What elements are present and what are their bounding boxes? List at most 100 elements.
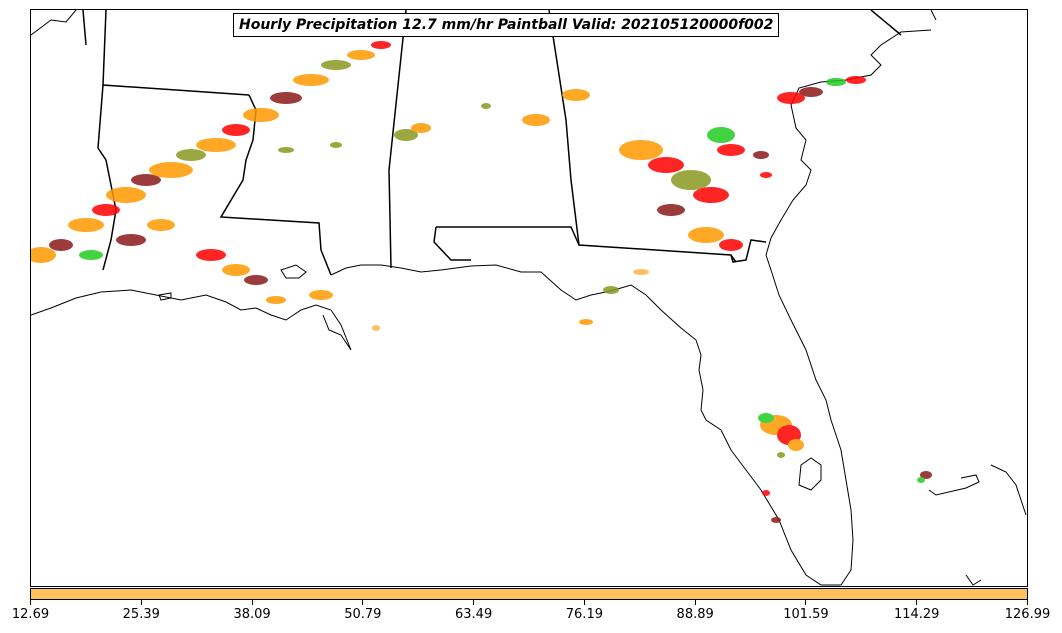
colorbar	[30, 588, 1028, 600]
precip-blob	[688, 227, 724, 243]
precip-blob	[131, 174, 161, 186]
colorbar-tick-label: 126.99	[1004, 607, 1051, 622]
lake-okeechobee	[798, 457, 822, 491]
colorbar-tick-mark	[583, 600, 585, 605]
precipitation-blobs	[31, 41, 932, 523]
precip-blob	[760, 172, 772, 178]
colorbar-tick-label: 50.79	[344, 607, 382, 622]
coast-line	[330, 29, 932, 586]
precip-blob	[196, 249, 226, 261]
coastlines	[31, 10, 1027, 586]
precip-blob	[243, 108, 279, 122]
precip-blob	[330, 142, 342, 148]
colorbar-tick-label: 25.39	[122, 607, 160, 622]
coast-line	[31, 289, 352, 351]
precip-blob	[917, 477, 925, 483]
border-line	[436, 226, 580, 246]
precip-blob	[293, 74, 329, 86]
precip-blob	[648, 157, 684, 173]
colorbar-tick-mark	[251, 600, 253, 605]
precip-blob	[777, 92, 805, 104]
precip-blob	[347, 50, 375, 60]
precip-blob	[147, 219, 175, 231]
precip-blob	[920, 471, 932, 479]
precip-blob	[719, 239, 743, 251]
precip-blob	[603, 286, 619, 294]
precip-blob	[481, 103, 491, 109]
precip-blob	[788, 439, 804, 451]
border-line	[388, 10, 407, 269]
precip-blob	[753, 151, 769, 159]
precip-blob	[846, 76, 866, 84]
precip-blob	[49, 239, 73, 251]
colorbar-tick-label: 88.89	[676, 607, 714, 622]
precip-blob	[671, 170, 711, 190]
precip-blob	[68, 218, 104, 232]
precipitation-map	[31, 10, 1027, 586]
precip-blob	[270, 92, 302, 104]
precip-blob	[196, 138, 236, 152]
precip-blob	[309, 290, 333, 300]
precip-blob	[717, 144, 745, 156]
coast-line	[280, 264, 307, 279]
coast-line	[930, 10, 937, 21]
border-line	[870, 10, 902, 36]
precip-blob	[633, 269, 649, 275]
precip-blob	[371, 41, 391, 49]
precip-blob	[411, 123, 431, 133]
coast-line	[965, 574, 982, 586]
colorbar-tick-label: 114.29	[893, 607, 940, 622]
precip-blob	[707, 127, 735, 143]
coast-line	[928, 474, 980, 496]
border-line	[219, 94, 332, 276]
precip-blob	[92, 204, 120, 216]
colorbar-tick-mark	[30, 600, 31, 605]
precip-blob	[657, 204, 685, 216]
coast-line	[158, 292, 172, 301]
colorbar-tick-label: 63.49	[455, 607, 493, 622]
precip-blob	[799, 87, 823, 97]
precip-blob	[758, 413, 774, 423]
border-line	[82, 10, 87, 46]
precip-blob	[106, 187, 146, 203]
precip-blob	[619, 140, 663, 160]
precip-blob	[771, 517, 781, 523]
precip-blob	[372, 325, 380, 331]
border-line	[97, 84, 117, 271]
precip-blob	[394, 129, 418, 141]
colorbar-tick-mark	[916, 600, 918, 605]
colorbar-tick-mark	[1027, 600, 1028, 605]
precip-blob	[31, 247, 56, 263]
precip-blob	[149, 162, 193, 178]
precip-blob	[762, 490, 770, 496]
precip-blob	[222, 124, 250, 136]
colorbar-tick-mark	[362, 600, 364, 605]
border-line	[433, 226, 471, 261]
precip-blob	[777, 452, 785, 458]
precip-blob	[693, 187, 729, 203]
map-title: Hourly Precipitation 12.7 mm/hr Paintbal…	[233, 13, 780, 37]
precip-blob	[522, 114, 550, 126]
colorbar-tick-mark	[140, 600, 142, 605]
colorbar-tick-label: 101.59	[783, 607, 829, 622]
precip-blob	[278, 147, 294, 153]
colorbar-tick-mark	[805, 600, 807, 605]
precip-blob	[116, 234, 146, 246]
precip-blob	[562, 89, 590, 101]
precip-blob	[176, 149, 206, 161]
border-line	[730, 239, 767, 263]
precip-blob	[321, 60, 351, 70]
precip-blob	[222, 264, 250, 276]
colorbar-tick-mark	[694, 600, 696, 605]
precip-blob	[266, 296, 286, 304]
map-frame	[30, 9, 1028, 587]
colorbar-tick-label: 76.19	[565, 607, 603, 622]
colorbar-tick-mark	[473, 600, 475, 605]
colorbar-tick-label: 38.09	[233, 607, 271, 622]
precip-blob	[579, 319, 593, 325]
precip-blob	[826, 78, 846, 86]
border-line	[102, 10, 250, 96]
precip-blob	[244, 275, 268, 285]
precip-blob	[79, 250, 103, 260]
coast-line	[990, 464, 1027, 516]
